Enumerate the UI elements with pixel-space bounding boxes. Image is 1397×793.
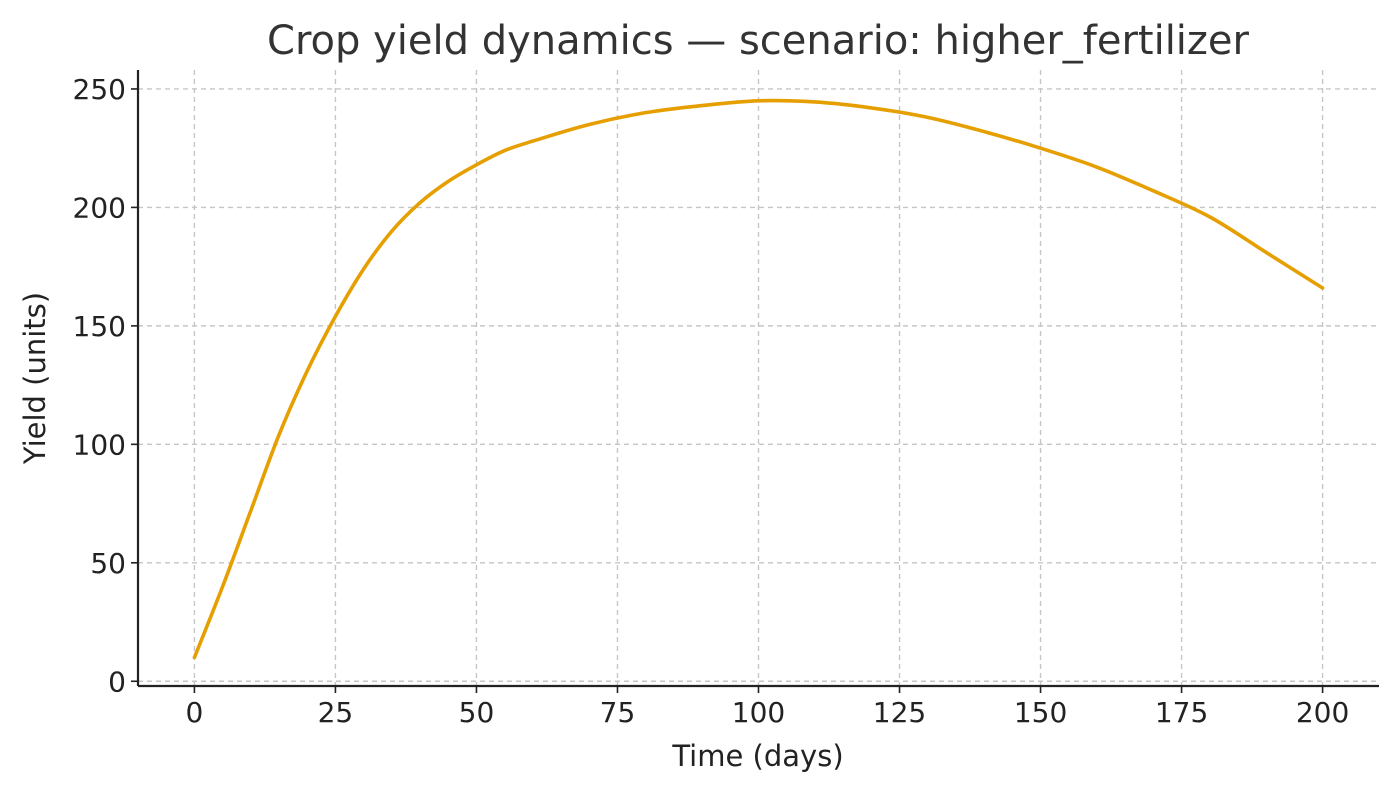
y-tick-label: 50 [90, 547, 126, 580]
ticks: 0 25 50 75 100 125 150 175 200 0 50 100 150 200 250 [73, 73, 1350, 729]
x-axis-label: Time (days) [671, 739, 843, 773]
series-layer [192, 98, 1325, 660]
y-tick-label: 150 [73, 310, 126, 343]
x-tick-label: 25 [318, 696, 354, 729]
y-tick-label: 200 [73, 191, 126, 224]
chart-title: Crop yield dynamics — scenario: higher_f… [267, 18, 1250, 64]
y-tick-label: 100 [73, 428, 126, 461]
x-tick-label: 100 [732, 696, 785, 729]
x-tick-label: 75 [600, 696, 636, 729]
x-tick-label: 150 [1014, 696, 1067, 729]
x-tick-label: 125 [873, 696, 926, 729]
y-tick-label: 250 [73, 73, 126, 106]
y-axis-label: Yield (units) [18, 292, 52, 465]
yield-series-line [192, 98, 1325, 660]
x-tick-label: 0 [185, 696, 203, 729]
x-tick-label: 50 [459, 696, 495, 729]
y-tick-label: 0 [108, 665, 126, 698]
x-tick-label: 175 [1155, 696, 1208, 729]
x-tick-label: 200 [1296, 696, 1349, 729]
grid [138, 70, 1379, 686]
